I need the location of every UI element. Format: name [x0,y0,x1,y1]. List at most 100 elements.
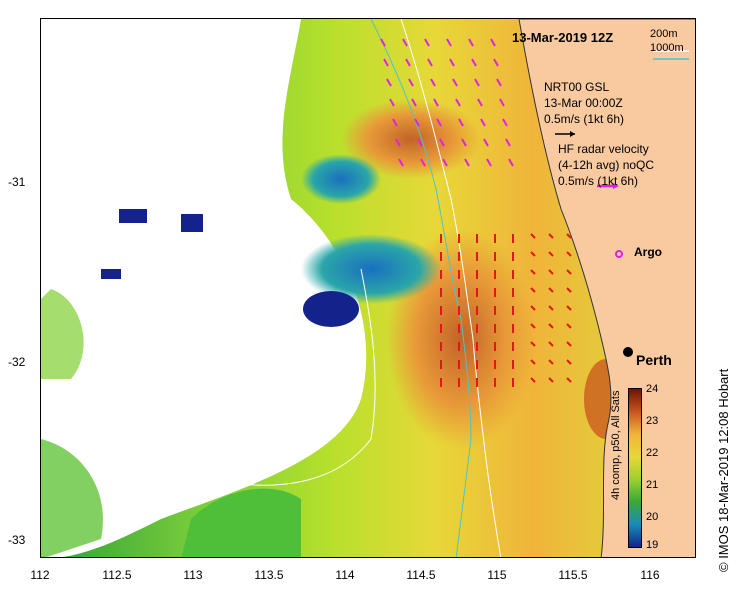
cool-patch [181,214,203,232]
hf-vector [505,138,511,147]
hf-vector [430,78,436,87]
hf-vector [496,78,502,87]
hf-vector [508,158,514,167]
cool-patch [301,154,381,204]
sst-map[interactable] [40,18,696,558]
hf-vector [566,251,572,257]
argo-marker [615,250,623,258]
colorbar-tick: 20 [646,511,659,523]
hf-vector [408,78,414,87]
hf-vector [530,305,536,311]
sst-patch [41,289,84,379]
glider-scale: 0.5m/s (1kt 6h) [544,112,625,126]
legend-contour-200m: 200m [650,28,678,40]
hf-vector [566,341,572,347]
x-tick: 115.5 [558,568,588,582]
hf-vector [420,158,426,167]
hf-vector [471,58,477,67]
hf-vector [548,251,554,257]
hf-vector [566,269,572,275]
y-tick: -32 [8,355,26,369]
hf-vector [424,38,430,47]
hf-vector [414,118,420,127]
hf-vector [380,38,386,47]
hf-vector [530,359,536,365]
perth-marker [623,347,633,357]
hf-vector [477,98,483,107]
colorbar-tick: 22 [646,447,659,459]
hf-vector [566,305,572,311]
sst-map-canvas [41,19,695,557]
hf-vector [461,138,467,147]
hf-radar-title: HF radar velocity [558,142,649,156]
hf-vector [566,287,572,293]
hf-vector [395,138,401,147]
hf-vector [548,359,554,365]
city-label: Perth [636,352,672,368]
colorbar [628,388,642,548]
glider-name: NRT00 GSL [544,80,610,94]
credit-text: © IMOS 18-Mar-2019 12:08 Hobart [716,368,731,572]
x-tick: 114.5 [406,568,436,582]
hf-vector [442,158,448,167]
hf-vector [566,377,572,383]
hf-vector [548,305,554,311]
hf-vector [402,38,408,47]
contour-line [240,268,376,486]
hf-vector [548,269,554,275]
cool-patch [303,291,359,327]
cool-patch [301,234,441,304]
hf-vector [417,138,423,147]
glider-scale-arrowhead [570,131,575,137]
x-tick: 115 [487,568,507,582]
hf-vector [530,287,536,293]
hf-vector [468,38,474,47]
hf-vector [427,58,433,67]
x-tick: 113 [183,568,203,582]
hf-vector [490,38,496,47]
hf-vector [389,98,395,107]
hf-vector [530,377,536,383]
hf-vector [436,118,442,127]
hf-vector [566,233,572,239]
warm-core [341,99,481,179]
sst-patch [41,439,103,557]
hf-vector [548,323,554,329]
y-tick: -33 [8,533,26,547]
velocity-vectors [380,38,572,387]
x-tick: 116 [640,568,660,582]
hf-vector [446,38,452,47]
hf-vector [458,118,464,127]
hf-vector [392,118,398,127]
cool-patch [119,209,147,223]
sst-patch [181,488,301,557]
no-data-area [41,19,367,557]
hf-vector [499,98,505,107]
hf-vector [449,58,455,67]
hf-vector [398,158,404,167]
argo-label: Argo [634,245,662,259]
hf-vector [383,58,389,67]
hf-vector [548,341,554,347]
hf-vector [411,98,417,107]
cool-patch [101,269,121,279]
hf-vector [548,233,554,239]
colorbar-tick: 19 [646,539,659,551]
hf-vector [464,158,470,167]
hf-vector [405,58,411,67]
hf-vector [493,58,499,67]
colorbar-tick: 23 [646,415,659,427]
hf-vector [502,118,508,127]
x-tick: 112 [30,568,50,582]
hf-radar-scale: 0.5m/s (1kt 6h) [558,174,639,188]
map-title: 13-Mar-2019 12Z [512,30,614,45]
hf-vector [452,78,458,87]
glider-time: 13-Mar 00:00Z [544,96,623,110]
hf-scale-arrowhead [613,183,619,189]
hf-vector [433,98,439,107]
colorbar-title: 4h comp, p50, All Sats [610,390,622,500]
x-tick: 114 [335,568,355,582]
hf-vector [483,138,489,147]
x-tick: 113.5 [254,568,284,582]
hf-vector [530,323,536,329]
